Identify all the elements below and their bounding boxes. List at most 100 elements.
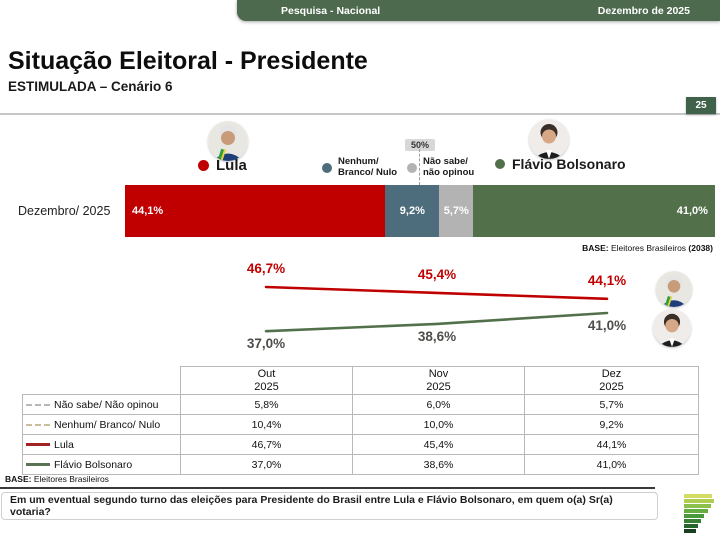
- trend-point-label: 38,6%: [417, 329, 457, 344]
- period-line1: Nov: [428, 368, 449, 380]
- footer-divider: [0, 487, 655, 489]
- brand-logo: [684, 494, 716, 534]
- bar-row-label: Dezembro/ 2025: [18, 204, 111, 218]
- table-cell: 5,7%: [524, 394, 699, 415]
- legend-item-lula: Lula: [198, 157, 247, 174]
- flavio-avatar: [529, 119, 569, 159]
- results-table: Out 2025 Nov 2025 Dez 2025 Não sabe/ Não opin…: [22, 366, 699, 475]
- bar-segment-3: 41,0%: [473, 185, 715, 237]
- brand-logo-bar: [684, 524, 698, 528]
- table-cell: 6,0%: [352, 394, 525, 415]
- bar-segment-value: 44,1%: [132, 205, 164, 217]
- bar-base-label: BASE:: [582, 243, 609, 253]
- period-line2: 2025: [426, 380, 451, 393]
- table-cell: 37,0%: [180, 454, 353, 475]
- trend-line-lula: [264, 285, 609, 301]
- fifty-percent-dashed-line: [419, 149, 420, 185]
- lula-portrait-icon: [656, 271, 692, 307]
- table-period-header: Nov 2025: [352, 366, 525, 395]
- brand-logo-bar: [684, 494, 712, 498]
- table-row-label: Nenhum/ Branco/ Nulo: [22, 414, 181, 435]
- row-label-text: Nenhum/ Branco/ Nulo: [54, 418, 161, 431]
- trend-lines-svg: [264, 285, 609, 333]
- lula-avatar-small: [656, 271, 692, 307]
- row-label-text: Não sabe/ Não opinou: [54, 398, 159, 411]
- brand-logo-bar: [684, 529, 696, 533]
- bar-segment-value: 41,0%: [676, 205, 708, 217]
- trend-line-chart: 46,7% 45,4% 44,1% 37,0% 38,6% 41,0%: [0, 258, 720, 362]
- legend-nenhum-line1: Nenhum/: [338, 156, 379, 167]
- stacked-bar: 44,1% 9,2% 5,7% 41,0%: [125, 185, 715, 237]
- legend-nao-sabe-line1: Não sabe/: [423, 156, 468, 167]
- dashed-tan-swatch-icon: [26, 423, 50, 426]
- title-divider: [0, 113, 720, 115]
- table-cell: 38,6%: [352, 454, 525, 475]
- question-box: Em um eventual segundo turno das eleiçõe…: [1, 492, 658, 520]
- footer-base-note: BASE: Eleitores Brasileiros: [5, 474, 109, 484]
- page-subtitle: ESTIMULADA – Cenário 6: [8, 79, 173, 94]
- table-header-row: Out 2025 Nov 2025 Dez 2025: [23, 366, 699, 395]
- table-cell: 5,8%: [180, 394, 353, 415]
- table-row: Lula 46,7% 45,4% 44,1%: [22, 434, 699, 455]
- nenhum-bullet-icon: [322, 162, 332, 173]
- legend-item-flavio: Flávio Bolsonaro: [495, 156, 626, 172]
- lula-bullet-icon: [198, 160, 209, 171]
- table-row-label: Lula: [22, 434, 181, 455]
- bar-segment-2: 5,7%: [439, 185, 474, 237]
- fifty-percent-label: 50%: [404, 139, 435, 151]
- legend-nenhum-label: Nenhum/ Branco/ Nulo: [338, 156, 398, 178]
- lula-portrait-icon: [208, 121, 248, 161]
- legend-flavio-label: Flávio Bolsonaro: [512, 156, 626, 172]
- legend-nao-sabe-line2: não opinou: [423, 166, 475, 178]
- dashed-gray-swatch-icon: [26, 403, 50, 406]
- period-line1: Out: [257, 368, 276, 380]
- flavio-bullet-icon: [495, 159, 505, 169]
- table-period-header: Dez 2025: [524, 366, 699, 395]
- table-row: Flávio Bolsonaro 37,0% 38,6% 41,0%: [22, 454, 699, 475]
- legend-item-nao-sabe: Não sabe/ não opinou: [407, 156, 475, 178]
- trend-point-label: 45,4%: [417, 267, 457, 282]
- flavio-portrait-icon: [529, 119, 569, 159]
- table-cell: 10,4%: [180, 414, 353, 435]
- legend-item-nenhum-branco-nulo: Nenhum/ Branco/ Nulo: [322, 156, 398, 178]
- header-left-label: Pesquisa - Nacional: [281, 4, 381, 17]
- legend-nenhum-line2: Branco/ Nulo: [338, 166, 398, 178]
- legend-nao-sabe-label: Não sabe/ não opinou: [423, 156, 475, 178]
- results-table-body: Não sabe/ Não opinou 5,8% 6,0% 5,7% Nenhum/ …: [22, 394, 699, 475]
- period-line2: 2025: [599, 380, 624, 393]
- bar-segment-value: 5,7%: [443, 205, 469, 217]
- lula-avatar: [208, 121, 248, 161]
- table-cell: 41,0%: [524, 454, 699, 475]
- table-cell: 45,4%: [352, 434, 525, 455]
- page-number-badge: 25: [686, 97, 716, 114]
- top-header-bar: Pesquisa - Nacional Dezembro de 2025: [237, 0, 720, 21]
- table-row: Nenhum/ Branco/ Nulo 10,4% 10,0% 9,2%: [22, 414, 699, 435]
- fifty-percent-marker: 50%: [399, 135, 441, 153]
- table-cell: 44,1%: [524, 434, 699, 455]
- bar-segment-0: 44,1%: [125, 185, 386, 237]
- bar-base-note: BASE: Eleitores Brasileiros (2038): [582, 243, 713, 253]
- flavio-portrait-icon: [653, 309, 691, 347]
- table-row: Não sabe/ Não opinou 5,8% 6,0% 5,7%: [22, 394, 699, 415]
- solid-green-swatch-icon: [26, 463, 50, 467]
- trend-line-flavio: [264, 311, 609, 333]
- brand-logo-bar: [684, 519, 701, 523]
- row-label-text: Flávio Bolsonaro: [54, 458, 133, 471]
- header-right-label: Dezembro de 2025: [597, 4, 690, 17]
- brand-logo-bar: [684, 499, 714, 503]
- brand-logo-bar: [684, 509, 708, 513]
- table-cell: 46,7%: [180, 434, 353, 455]
- results-table-head: Out 2025 Nov 2025 Dez 2025: [23, 366, 699, 395]
- nao-sabe-bullet-icon: [407, 162, 417, 173]
- row-label-text: Lula: [54, 438, 74, 451]
- table-row-label: Flávio Bolsonaro: [22, 454, 181, 475]
- bar-base-count: (2038): [688, 243, 713, 253]
- table-cell: 9,2%: [524, 414, 699, 435]
- bar-segment-1: 9,2%: [385, 185, 440, 237]
- period-line2: 2025: [254, 380, 279, 393]
- legend-lula-label: Lula: [216, 157, 247, 174]
- flavio-avatar-small: [653, 309, 691, 347]
- brand-logo-bar: [684, 514, 704, 518]
- footer-base-text: Eleitores Brasileiros: [31, 474, 109, 484]
